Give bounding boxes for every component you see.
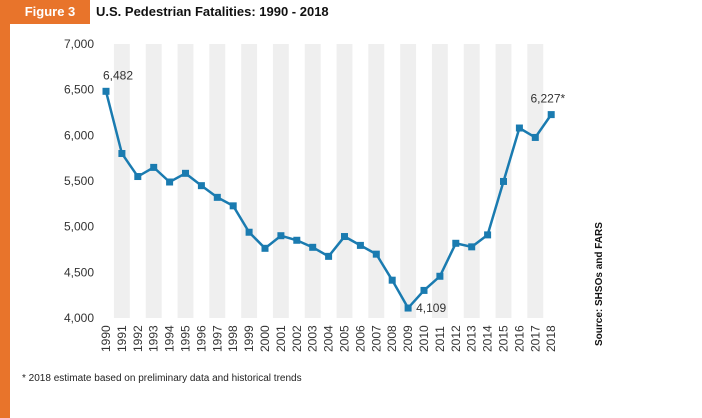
data-point: [293, 236, 301, 244]
data-point: [325, 252, 333, 260]
grid-band: [336, 44, 353, 318]
data-point: [166, 178, 174, 186]
data-point: [500, 177, 507, 185]
data-point: [261, 244, 269, 252]
grid-band: [241, 44, 258, 318]
x-tick-label: 2018: [544, 325, 558, 352]
x-tick-label: 1998: [226, 325, 240, 352]
chart-title: U.S. Pedestrian Fatalities: 1990 - 2018: [96, 4, 329, 19]
x-tick-label: 1993: [147, 325, 161, 352]
x-tick-label: 1992: [131, 325, 145, 352]
data-point: [547, 111, 555, 119]
footnote: * 2018 estimate based on preliminary dat…: [22, 373, 302, 384]
grid-band: [113, 44, 130, 318]
grid-band: [145, 44, 162, 318]
x-tick-label: 2017: [528, 325, 542, 352]
data-point: [404, 304, 412, 312]
figure-label: Figure 3: [10, 0, 90, 24]
x-tick-label: 2011: [433, 326, 447, 352]
grid-band: [463, 44, 480, 318]
x-tick-label: 2008: [385, 325, 399, 352]
x-tick-label: 1996: [194, 325, 208, 352]
x-tick-label: 2014: [481, 325, 495, 352]
data-point: [134, 173, 142, 181]
grid-band: [304, 44, 321, 318]
data-point: [341, 233, 348, 241]
x-tick-label: 2016: [512, 325, 526, 352]
data-label: 6,227*: [530, 92, 565, 106]
y-tick-label: 6,000: [64, 128, 94, 142]
data-point: [420, 286, 428, 294]
grid-band: [209, 44, 226, 318]
accent-bar: [0, 0, 10, 418]
data-point: [436, 272, 444, 280]
data-point: [102, 87, 110, 95]
x-tick-label: 2003: [306, 325, 320, 352]
y-tick-label: 6,500: [64, 83, 94, 97]
x-tick-label: 1999: [242, 325, 256, 352]
data-point: [372, 250, 380, 258]
y-tick-label: 4,500: [64, 265, 94, 279]
data-point: [484, 231, 492, 239]
grid-band: [177, 44, 194, 318]
data-point: [229, 202, 237, 210]
source-note: Source: SHSOs and FARS: [594, 222, 605, 346]
y-tick-label: 5,500: [64, 174, 94, 188]
x-tick-label: 2010: [417, 325, 431, 352]
x-tick-label: 2004: [322, 325, 336, 352]
x-tick-label: 1995: [179, 325, 193, 352]
x-tick-label: 1990: [99, 325, 113, 352]
data-point: [531, 133, 539, 141]
x-tick-label: 2007: [369, 325, 383, 352]
grid-band: [368, 44, 385, 318]
data-point: [356, 241, 364, 249]
x-tick-label: 2012: [449, 325, 463, 352]
x-tick-label: 2015: [497, 325, 511, 352]
y-tick-label: 7,000: [64, 37, 94, 51]
x-tick-label: 2013: [465, 325, 479, 352]
data-point: [197, 182, 205, 190]
data-point: [309, 243, 317, 251]
x-tick-label: 2000: [258, 325, 272, 352]
x-tick-label: 2009: [401, 325, 415, 352]
grid-band: [431, 44, 448, 318]
data-point: [150, 163, 158, 171]
x-tick-label: 1994: [163, 325, 177, 352]
y-tick-label: 4,000: [64, 311, 94, 325]
data-point: [213, 193, 221, 201]
data-point: [118, 150, 126, 158]
data-point: [277, 232, 285, 240]
y-tick-label: 5,000: [64, 220, 94, 234]
grid-band: [400, 44, 417, 318]
x-tick-label: 1991: [115, 325, 129, 352]
grid-band: [527, 44, 544, 318]
x-tick-label: 2002: [290, 325, 304, 352]
data-point: [452, 239, 460, 247]
data-point: [182, 169, 189, 177]
data-point: [468, 243, 476, 251]
series-line: [104, 91, 553, 311]
data-label: 6,482: [103, 68, 133, 82]
data-point: [515, 124, 523, 132]
data-point: [388, 276, 396, 284]
data-label: 4,109: [416, 301, 446, 315]
x-tick-label: 1997: [210, 325, 224, 352]
x-tick-label: 2006: [353, 325, 367, 352]
x-tick-label: 2001: [274, 325, 288, 352]
grid-band: [272, 44, 289, 318]
data-point: [245, 228, 253, 236]
x-tick-label: 2005: [338, 325, 352, 352]
